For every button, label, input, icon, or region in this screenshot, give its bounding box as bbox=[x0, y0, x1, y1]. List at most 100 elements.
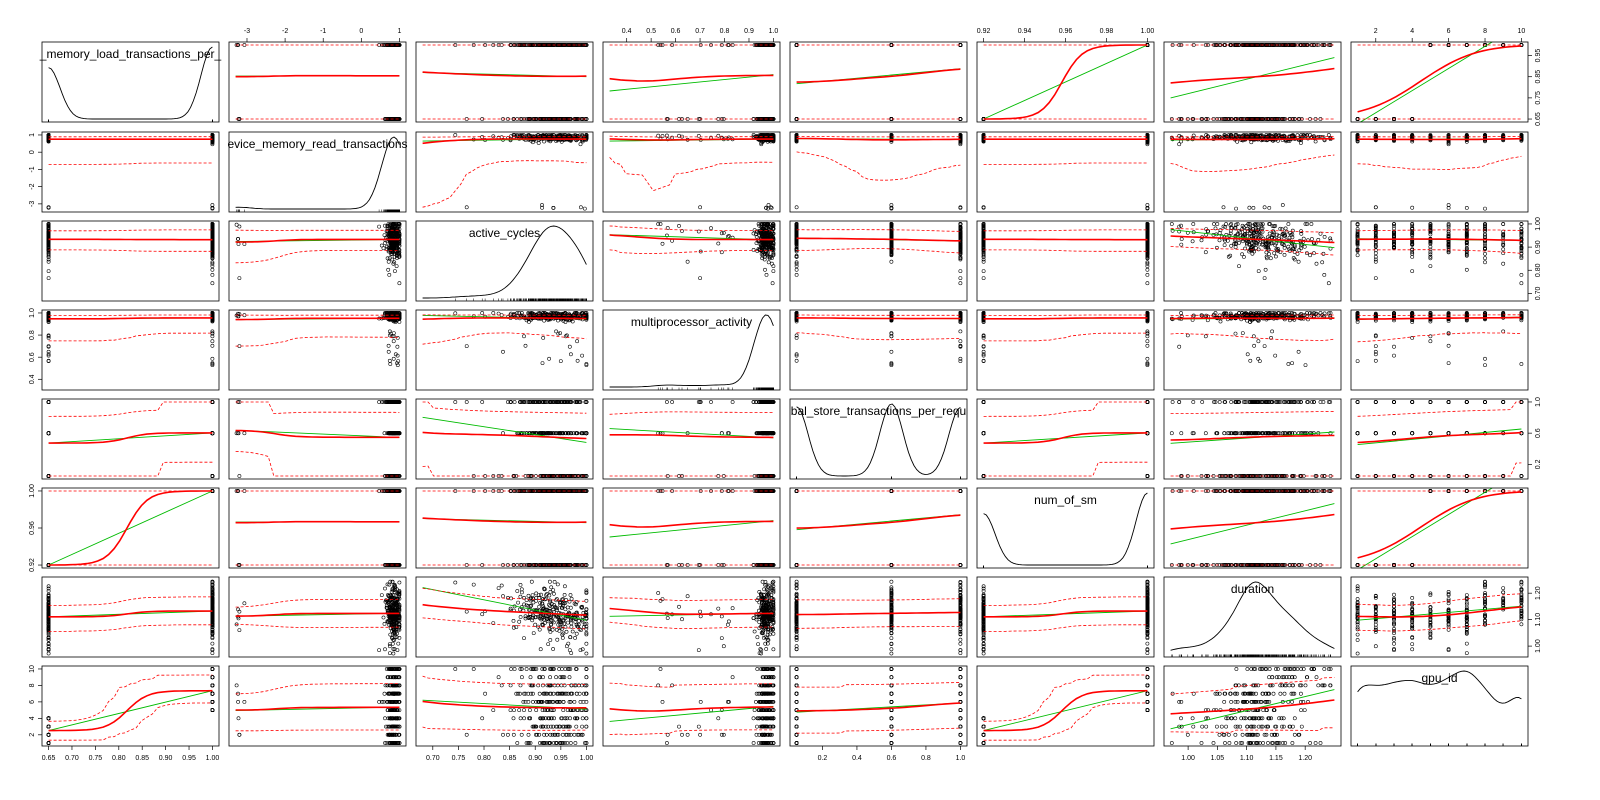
data-point bbox=[391, 240, 396, 244]
scatter-points bbox=[46, 133, 215, 211]
panel-content bbox=[1355, 42, 1524, 122]
data-point bbox=[383, 241, 387, 246]
data-point bbox=[210, 242, 215, 246]
data-point bbox=[210, 142, 215, 147]
spread-lower bbox=[48, 249, 213, 252]
data-point bbox=[384, 244, 389, 249]
panel-content bbox=[1169, 43, 1335, 121]
data-point bbox=[551, 205, 556, 210]
data-point bbox=[388, 246, 393, 251]
data-point bbox=[386, 259, 391, 264]
panel-frame bbox=[1163, 41, 1342, 123]
scatter-points bbox=[656, 133, 776, 211]
data-point bbox=[395, 247, 400, 252]
data-point bbox=[528, 133, 533, 138]
data-point bbox=[391, 261, 396, 266]
data-point bbox=[46, 257, 51, 262]
data-point bbox=[386, 267, 391, 272]
data-point bbox=[393, 226, 398, 231]
variable-label: _memory_load_transactions_per_ bbox=[39, 47, 222, 61]
data-point bbox=[540, 205, 545, 210]
spread-lower bbox=[1170, 154, 1335, 172]
loess-curve bbox=[796, 68, 961, 83]
data-point bbox=[210, 261, 215, 266]
data-point bbox=[670, 135, 675, 140]
data-point bbox=[698, 205, 703, 210]
scatter-points bbox=[46, 222, 215, 286]
loess-curve bbox=[983, 44, 1148, 120]
density-curve bbox=[235, 136, 400, 210]
panel-frame bbox=[1350, 131, 1529, 213]
data-point bbox=[1247, 205, 1252, 210]
density-curve bbox=[48, 46, 213, 120]
data-point bbox=[958, 205, 963, 210]
spread-lower bbox=[422, 160, 587, 208]
panel-content bbox=[609, 133, 776, 211]
density-curve bbox=[422, 225, 587, 299]
panel-frame bbox=[415, 41, 594, 123]
data-point bbox=[1270, 43, 1275, 47]
data-point bbox=[759, 43, 763, 47]
scatter-points bbox=[453, 133, 589, 211]
data-point bbox=[1221, 205, 1226, 210]
panel-content bbox=[48, 46, 213, 122]
data-point bbox=[1302, 134, 1307, 138]
data-point bbox=[1145, 203, 1150, 207]
data-point bbox=[1290, 133, 1295, 138]
data-point bbox=[46, 224, 51, 229]
panel-frame bbox=[415, 131, 594, 213]
panel-r2-c2: active_cycles bbox=[415, 220, 594, 302]
spread-lower bbox=[609, 157, 774, 192]
panel-r1-c1: evice_memory_read_transactions bbox=[227, 131, 408, 213]
data-point bbox=[768, 205, 773, 210]
data-point bbox=[394, 241, 399, 246]
panel-r1-c2 bbox=[415, 131, 594, 213]
panel-r0-c7 bbox=[1350, 41, 1529, 123]
panel-frame bbox=[789, 41, 968, 123]
loess-curve bbox=[422, 71, 587, 78]
data-point bbox=[1262, 205, 1267, 210]
data-point bbox=[709, 43, 713, 47]
data-point bbox=[381, 246, 386, 251]
panel-r0-c4 bbox=[789, 41, 968, 123]
data-point bbox=[520, 133, 524, 138]
panel-frame bbox=[976, 131, 1155, 213]
linear-fit-line bbox=[609, 74, 774, 92]
data-point bbox=[889, 203, 894, 207]
data-point bbox=[46, 259, 51, 264]
data-point bbox=[236, 242, 241, 246]
spread-upper bbox=[48, 229, 213, 232]
data-point bbox=[1145, 205, 1150, 210]
data-point bbox=[518, 133, 522, 138]
scatter-points bbox=[656, 43, 776, 121]
data-point bbox=[1519, 133, 1524, 137]
data-point bbox=[394, 251, 399, 256]
data-point bbox=[46, 240, 51, 245]
data-point bbox=[716, 241, 721, 246]
panel-frame bbox=[415, 220, 594, 302]
data-point bbox=[1275, 117, 1280, 121]
loess-curve bbox=[235, 74, 400, 78]
data-point bbox=[210, 254, 215, 259]
data-point bbox=[555, 133, 559, 138]
data-point bbox=[210, 260, 215, 265]
data-point bbox=[1238, 134, 1243, 139]
data-point bbox=[388, 230, 393, 235]
linear-fit-line bbox=[1359, 42, 1493, 122]
data-point bbox=[579, 205, 583, 210]
data-point bbox=[210, 133, 215, 137]
data-point bbox=[584, 136, 589, 141]
data-point bbox=[981, 205, 986, 210]
panel-frame bbox=[1163, 131, 1342, 213]
data-point bbox=[751, 133, 756, 137]
data-point bbox=[547, 117, 551, 121]
data-point bbox=[46, 244, 51, 249]
loess-curve bbox=[235, 238, 400, 243]
panel-r1-c7 bbox=[1350, 131, 1529, 213]
data-point bbox=[1373, 205, 1378, 210]
data-point bbox=[396, 251, 401, 256]
spread-upper bbox=[609, 135, 774, 138]
panel-frame bbox=[228, 41, 407, 123]
data-point bbox=[1326, 133, 1331, 137]
